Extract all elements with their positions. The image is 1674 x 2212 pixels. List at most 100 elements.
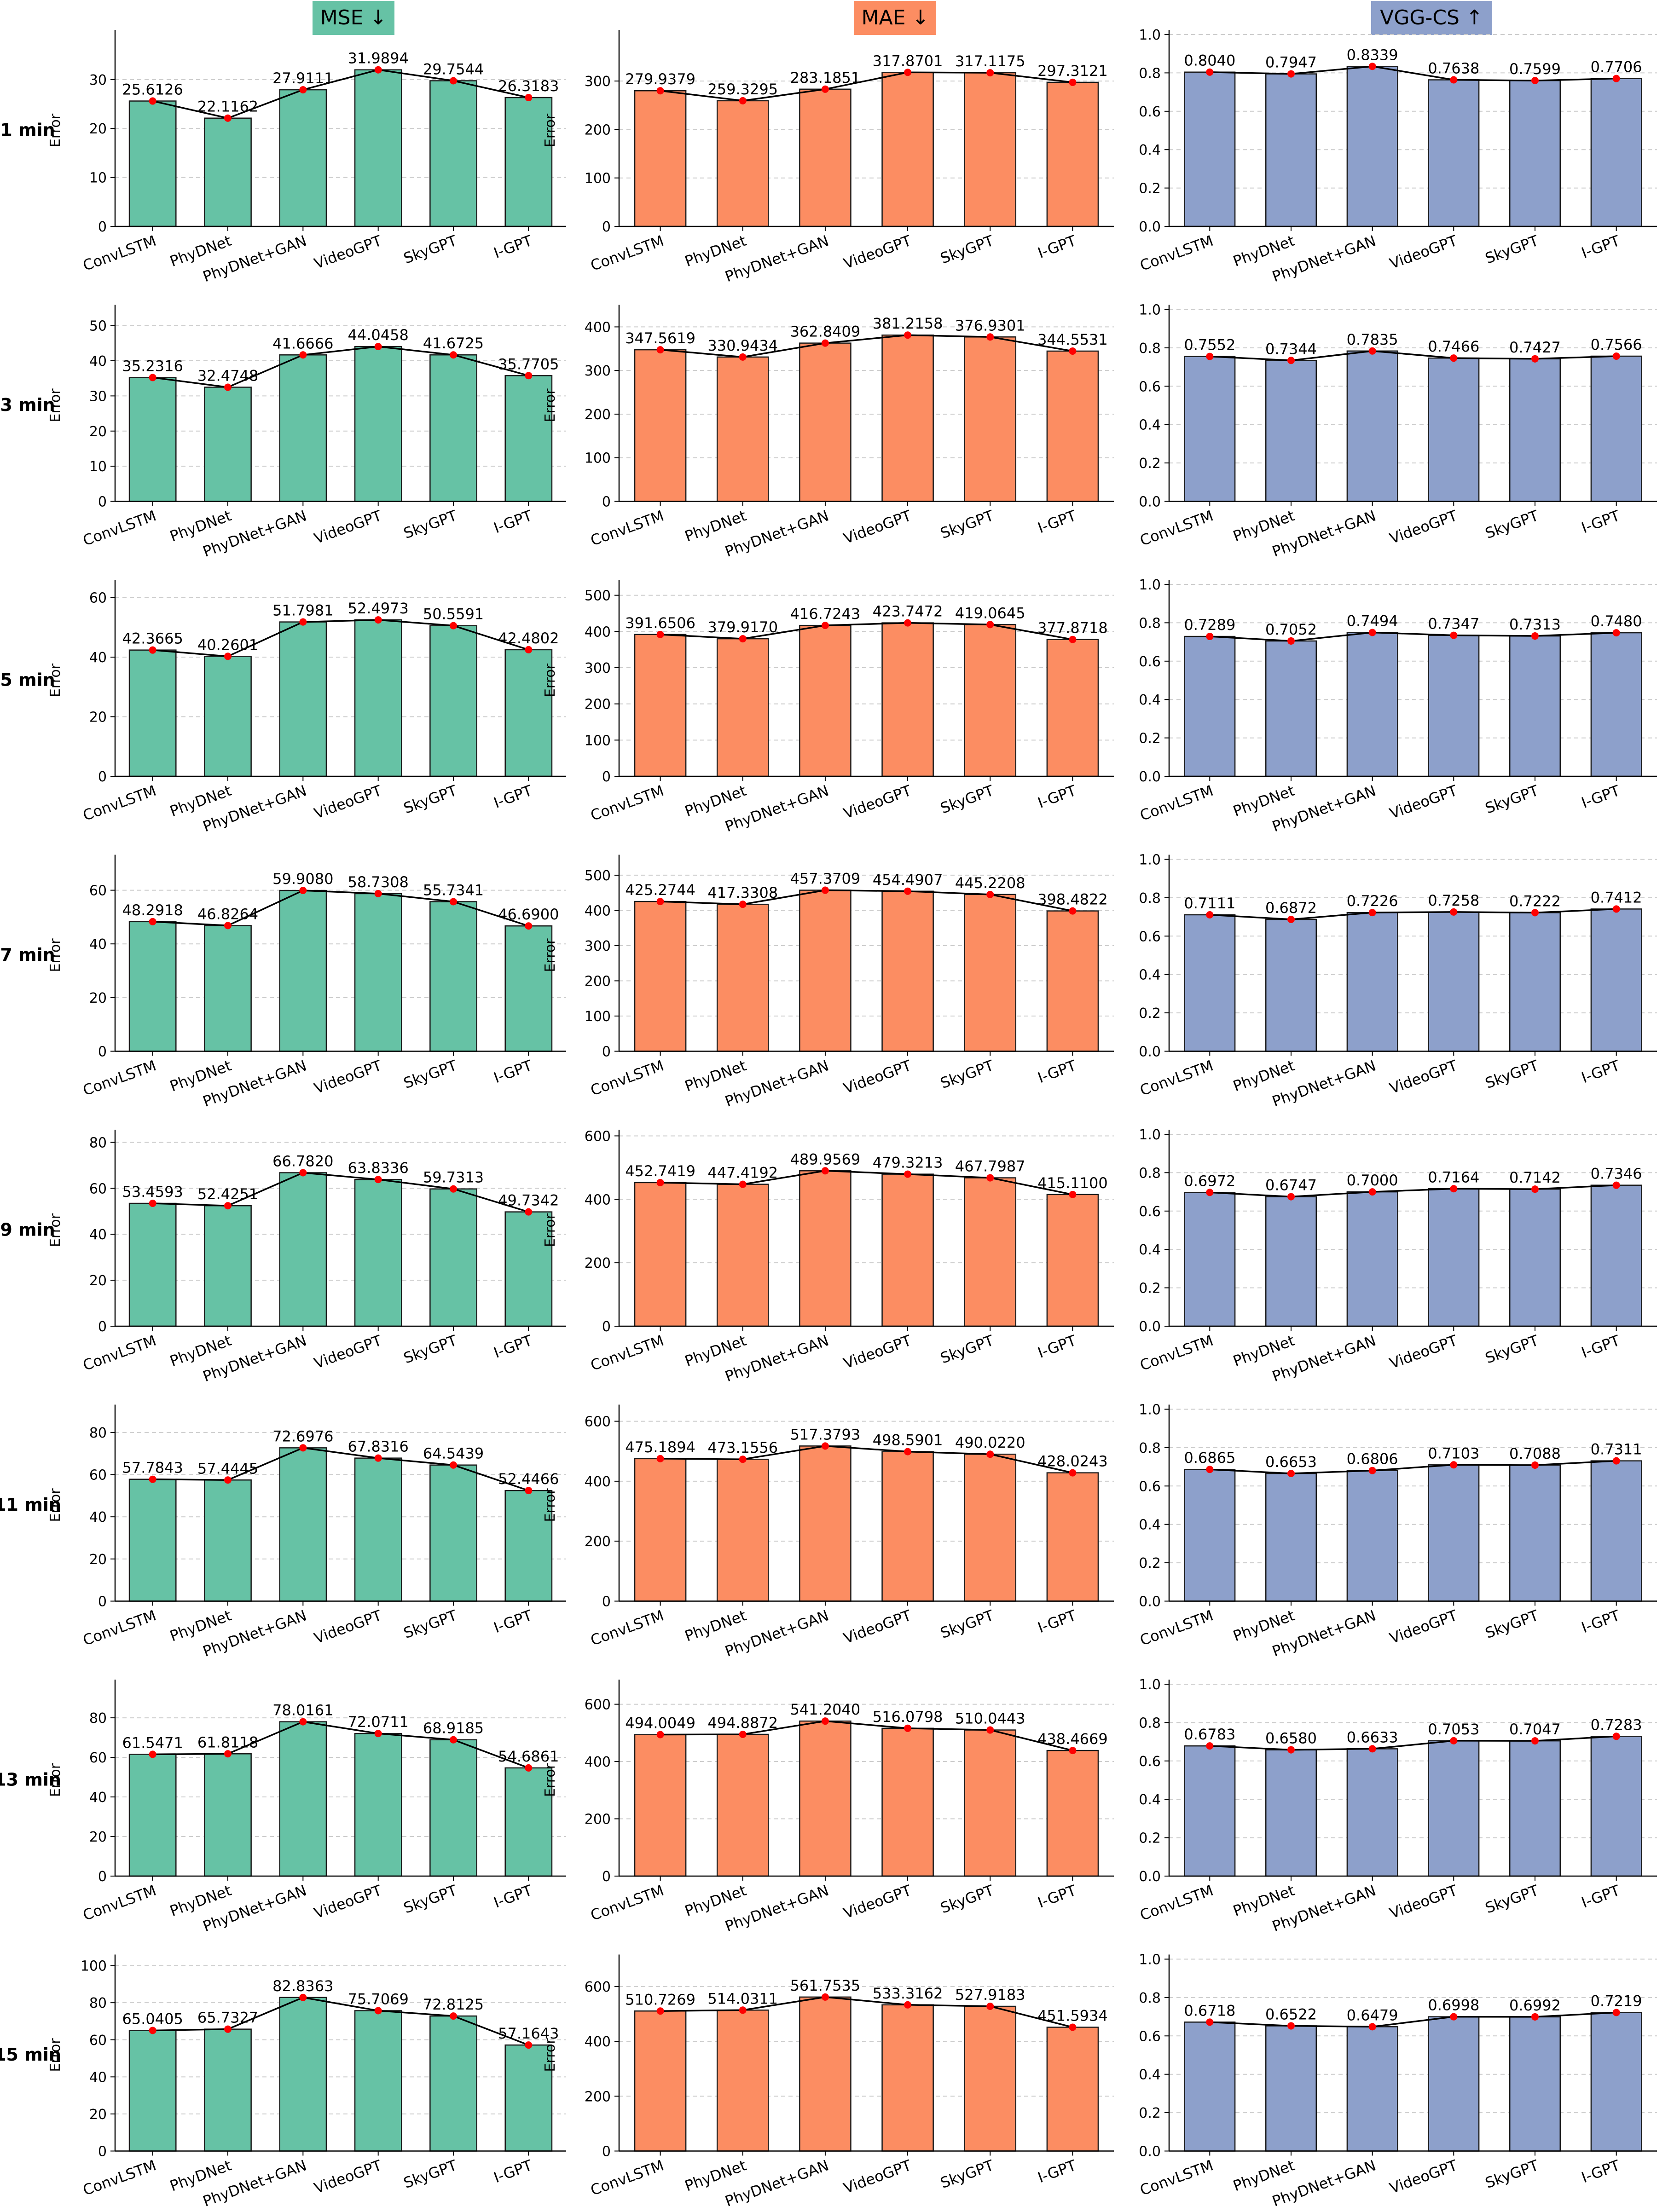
x-tick-label: VideoGPT: [312, 232, 384, 272]
panel-mse-row-6: 57.7843 57.4445 72.6976 67.8316 64.5439 52.44…: [47, 1404, 566, 1660]
data-label: 0.7412: [1591, 889, 1642, 906]
data-point-marker: [525, 1487, 533, 1495]
trend-line: [1210, 350, 1616, 362]
data-point-marker: [739, 901, 747, 908]
data-point-marker: [1069, 1469, 1077, 1477]
y-tick-label: 600: [585, 1128, 611, 1144]
data-label: 0.7053: [1428, 1721, 1479, 1738]
y-tick-label: 100: [585, 450, 611, 467]
bar: [504, 1211, 553, 1327]
bar: [354, 1457, 402, 1602]
row-label: 13 min: [0, 1770, 61, 1790]
data-point-marker: [821, 622, 829, 630]
data-label: 0.7219: [1591, 1992, 1642, 2010]
x-tick-label: VideoGPT: [312, 1057, 384, 1097]
y-tick-label: 0.4: [1139, 967, 1161, 983]
data-label: 65.0405: [122, 2010, 183, 2027]
data-point-marker: [450, 1185, 457, 1193]
panel-vgg-row-1: 0.8040 0.7947 0.8339 0.7638 0.7599 0.7706 0.0 0…: [1138, 27, 1657, 285]
data-label: 35.2316: [122, 357, 183, 375]
data-point-marker: [821, 886, 829, 894]
bar: [716, 100, 769, 227]
data-label: 415.1100: [1037, 1174, 1108, 1192]
data-label: 0.7552: [1184, 336, 1235, 354]
y-tick-label: 0.6: [1139, 2028, 1161, 2045]
data-label: 279.9379: [625, 70, 695, 88]
y-tick-label: 30: [89, 72, 107, 88]
data-label: 61.8118: [197, 1733, 258, 1751]
x-tick-label: ConvLSTM: [81, 232, 158, 275]
data-point-marker: [450, 2012, 457, 2020]
x-tick-label: I-GPT: [491, 1057, 534, 1086]
x-tick-label: VideoGPT: [841, 782, 914, 822]
data-point-marker: [986, 1174, 994, 1182]
bar: [1346, 1191, 1398, 1327]
data-label: 0.6806: [1347, 1450, 1398, 1468]
bar: [279, 354, 327, 502]
x-tick-label: VideoGPT: [841, 1882, 914, 1922]
bar: [204, 387, 252, 502]
bar: [881, 622, 934, 777]
data-label: 52.4466: [498, 1470, 559, 1488]
y-tick-label: 200: [585, 2089, 611, 2105]
y-tick-label: 0: [98, 1319, 107, 1335]
y-tick-label: 20: [89, 424, 107, 440]
data-point-marker: [1287, 357, 1295, 364]
data-point-marker: [656, 346, 664, 354]
x-tick-label: SkyGPT: [1483, 1332, 1541, 1367]
x-tick-label: SkyGPT: [938, 782, 996, 817]
bar: [964, 1729, 1017, 1877]
data-point-marker: [821, 1993, 829, 2001]
x-tick-label: VideoGPT: [312, 1882, 384, 1922]
y-tick-label: 40: [89, 1790, 107, 1806]
y-tick-label: 60: [89, 1467, 107, 1484]
bar: [799, 889, 851, 1052]
y-tick-label: 0: [602, 1044, 611, 1060]
data-point-marker: [739, 353, 747, 361]
y-tick-label: 0.2: [1139, 1005, 1161, 1022]
data-point-marker: [1450, 908, 1458, 916]
data-label: 0.7222: [1509, 892, 1561, 910]
data-point-marker: [1069, 2023, 1077, 2031]
panel-mae-row-2: 347.5619 330.9434 362.8409 381.2158 376.9301…: [542, 305, 1114, 560]
data-label: 0.7111: [1184, 895, 1235, 912]
data-label: 0.7494: [1347, 612, 1398, 630]
data-label: 0.6718: [1184, 2002, 1235, 2019]
data-label: 0.7313: [1509, 616, 1561, 633]
x-tick-label: I-GPT: [1036, 232, 1079, 262]
x-tick-label: ConvLSTM: [81, 2156, 158, 2199]
data-label: 0.8040: [1184, 52, 1235, 69]
y-tick-label: 400: [585, 624, 611, 640]
trend-line: [1210, 908, 1616, 920]
data-label: 65.7327: [197, 2009, 258, 2027]
y-tick-label: 200: [585, 122, 611, 138]
data-label: 423.7472: [873, 603, 943, 620]
data-point-marker: [1531, 909, 1539, 917]
data-label: 0.6865: [1184, 1449, 1235, 1467]
bar: [1046, 1750, 1099, 1877]
bar: [204, 117, 252, 227]
data-point-marker: [1368, 1467, 1376, 1474]
data-point-marker: [525, 1208, 533, 1216]
data-label: 40.2601: [197, 636, 258, 653]
x-tick-label: I-GPT: [491, 232, 534, 262]
bar: [204, 656, 252, 777]
data-point-marker: [821, 1167, 829, 1175]
y-tick-label: 1.0: [1139, 1127, 1161, 1143]
x-tick-label: SkyGPT: [401, 232, 459, 267]
y-tick-label: 0.8: [1139, 1990, 1161, 2006]
bar: [1346, 912, 1398, 1052]
y-tick-label: 20: [89, 709, 107, 725]
data-point-marker: [1531, 77, 1539, 85]
data-label: 425.2744: [625, 881, 695, 899]
panel-mse-row-1: 25.6126 22.1162 27.9111 31.9894 29.7544 26.31…: [47, 30, 566, 285]
y-tick-label: 0.0: [1139, 1044, 1161, 1060]
data-point-marker: [1450, 1461, 1458, 1469]
row-label: 7 min: [0, 945, 55, 965]
data-label: 82.8363: [272, 1977, 333, 1995]
data-point-marker: [986, 69, 994, 77]
data-point-marker: [299, 1169, 307, 1177]
y-tick-label: 60: [89, 590, 107, 606]
data-point-marker: [149, 374, 156, 381]
y-tick-label: 0.6: [1139, 104, 1161, 120]
